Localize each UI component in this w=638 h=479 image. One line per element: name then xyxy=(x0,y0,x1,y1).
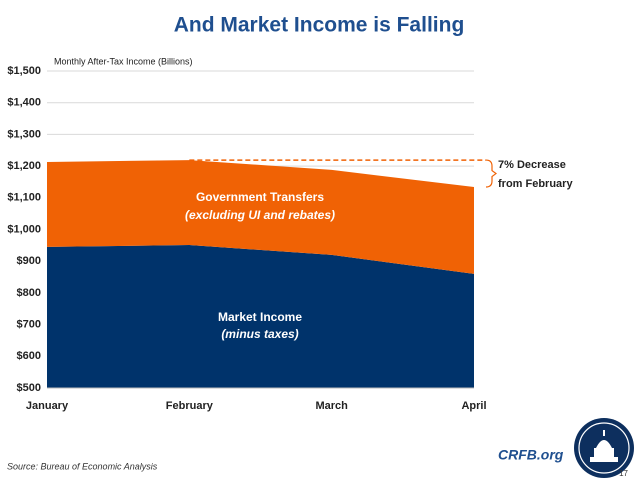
annotation: from February xyxy=(498,178,573,190)
source: Source: Bureau of Economic Analysis xyxy=(7,461,158,471)
y-tick-label: $1,000 xyxy=(7,223,41,235)
x-tick-label: March xyxy=(315,400,348,412)
area xyxy=(47,245,474,388)
logo xyxy=(574,418,634,478)
x-tick-label: February xyxy=(166,400,214,412)
x-tick-label: April xyxy=(461,400,486,412)
y-tick-label: $1,200 xyxy=(7,160,41,172)
annotation: (minus taxes) xyxy=(221,327,298,341)
y-axis-label: Monthly After-Tax Income (Billions) xyxy=(54,56,193,66)
annotation: Market Income xyxy=(218,310,302,324)
y-tick-label: $700 xyxy=(17,319,41,331)
y-tick-label: $800 xyxy=(17,287,41,299)
page-number: 17 xyxy=(619,469,628,478)
area xyxy=(47,160,474,274)
plot-area: $500 $600 $700 $800 $900 $1,000 $1,100 $1,200 $1… xyxy=(7,65,573,412)
annotation: 7% Decrease xyxy=(498,159,566,171)
bracket xyxy=(485,159,497,188)
chart-title: And Market Income is Falling xyxy=(174,14,465,37)
y-tick-label: $600 xyxy=(17,350,41,362)
annotation: Government Transfers xyxy=(196,190,324,204)
annotation: (excluding UI and rebates) xyxy=(185,208,335,222)
site: CRFB.org xyxy=(498,447,564,463)
y-tick-label: $1,500 xyxy=(7,65,41,77)
y-tick-label: $1,100 xyxy=(7,192,41,204)
y-tick-label: $1,400 xyxy=(7,97,41,109)
y-tick-label: $500 xyxy=(17,382,41,394)
y-tick-label: $900 xyxy=(17,255,41,267)
y-tick-label: $1,300 xyxy=(7,128,41,140)
x-tick-label: January xyxy=(26,400,69,412)
